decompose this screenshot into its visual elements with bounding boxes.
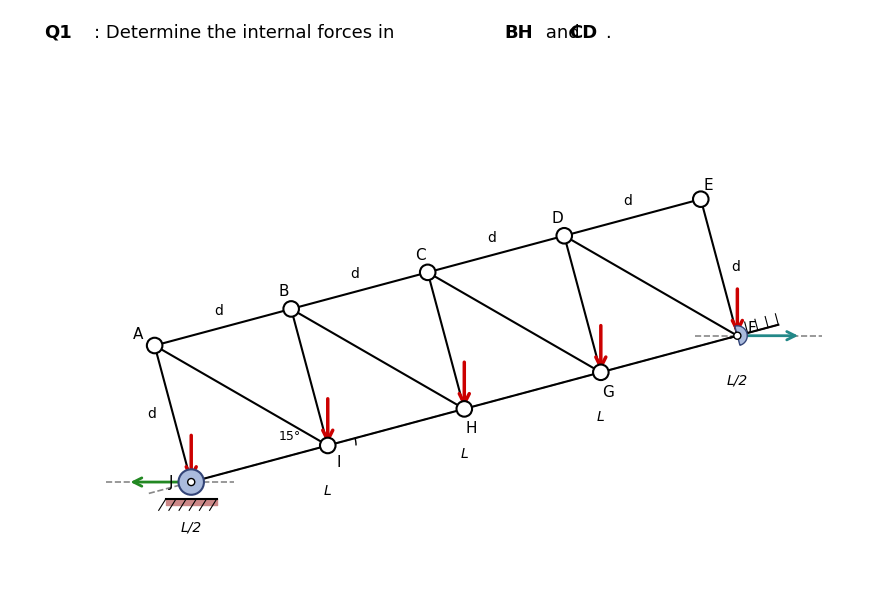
Circle shape bbox=[178, 469, 204, 495]
Text: L: L bbox=[597, 411, 605, 424]
Text: L: L bbox=[460, 447, 468, 461]
Text: Q1: Q1 bbox=[45, 24, 72, 42]
Circle shape bbox=[693, 191, 708, 207]
Text: and: and bbox=[540, 24, 585, 42]
Text: d: d bbox=[731, 260, 740, 274]
Text: H: H bbox=[466, 421, 477, 436]
Circle shape bbox=[187, 479, 194, 486]
Text: .: . bbox=[605, 24, 610, 42]
Circle shape bbox=[734, 332, 741, 339]
Text: F: F bbox=[747, 321, 756, 336]
Text: G: G bbox=[602, 384, 614, 399]
Text: D: D bbox=[551, 212, 563, 226]
Text: 15°: 15° bbox=[278, 430, 301, 443]
Wedge shape bbox=[735, 326, 747, 345]
Text: C: C bbox=[416, 248, 426, 263]
Text: d: d bbox=[487, 231, 496, 245]
Circle shape bbox=[457, 401, 472, 417]
Circle shape bbox=[284, 301, 299, 316]
Text: L: L bbox=[324, 483, 332, 498]
Text: BH: BH bbox=[504, 24, 533, 42]
Text: d: d bbox=[624, 194, 632, 208]
Text: d: d bbox=[351, 267, 359, 281]
Polygon shape bbox=[726, 325, 779, 339]
Circle shape bbox=[147, 338, 162, 353]
Text: J: J bbox=[169, 474, 174, 489]
Text: I: I bbox=[337, 455, 342, 470]
Text: d: d bbox=[214, 304, 223, 318]
Circle shape bbox=[593, 365, 608, 380]
Text: A: A bbox=[133, 327, 143, 342]
Text: L/2: L/2 bbox=[180, 520, 202, 534]
Text: B: B bbox=[279, 284, 289, 299]
Text: E: E bbox=[703, 178, 713, 193]
Text: CD: CD bbox=[569, 24, 598, 42]
Text: d: d bbox=[147, 407, 156, 421]
Text: L/2: L/2 bbox=[727, 374, 748, 388]
Circle shape bbox=[557, 228, 572, 244]
Text: : Determine the internal forces in: : Determine the internal forces in bbox=[94, 24, 400, 42]
Circle shape bbox=[420, 265, 435, 280]
Circle shape bbox=[320, 437, 335, 453]
